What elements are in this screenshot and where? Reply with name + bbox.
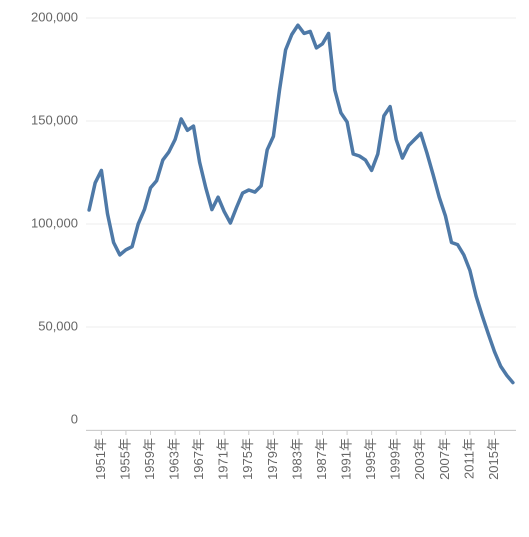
x-tick-label: 1971年 — [216, 438, 231, 480]
x-tick-label: 1987年 — [314, 438, 329, 480]
x-tick-label: 1975年 — [240, 438, 255, 480]
y-tick-label: 100,000 — [31, 215, 78, 230]
y-tick-label: 200,000 — [31, 9, 78, 24]
x-tick-label: 1983年 — [289, 438, 304, 480]
x-tick-label: 2007年 — [437, 438, 452, 480]
x-tick-label: 1991年 — [339, 438, 354, 480]
y-tick-label: 0 — [71, 411, 78, 426]
x-tick-label: 2015年 — [486, 438, 501, 480]
x-tick-label: 1999年 — [388, 438, 403, 480]
y-tick-label: 150,000 — [31, 112, 78, 127]
y-tick-label: 50,000 — [38, 318, 78, 333]
x-tick-label: 1995年 — [363, 438, 378, 480]
x-tick-label: 1979年 — [265, 438, 280, 480]
line — [87, 23, 515, 385]
x-tick-label: 1959年 — [142, 438, 157, 480]
x-tick-label: 1951年 — [93, 438, 108, 480]
x-tick-label: 1955年 — [117, 438, 132, 480]
x-tick-label: 2003年 — [412, 438, 427, 480]
x-tick-label: 2011年 — [461, 438, 476, 479]
x-tick-label: 1967年 — [191, 438, 206, 480]
x-tick-label: 1963年 — [167, 438, 182, 480]
